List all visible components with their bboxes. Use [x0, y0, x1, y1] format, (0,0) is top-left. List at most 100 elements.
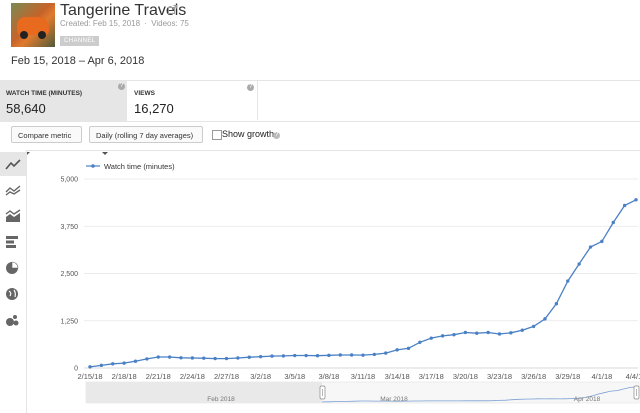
data-point[interactable] — [452, 333, 456, 337]
data-point[interactable] — [634, 198, 638, 202]
metric-tab-watch-time[interactable]: WATCH TIME (MINUTES) 58,640 — [0, 81, 127, 121]
pie-chart-icon — [6, 261, 19, 274]
help-icon[interactable]: ? — [247, 84, 254, 91]
data-point[interactable] — [88, 365, 92, 369]
x-tick-label: 3/14/18 — [385, 372, 410, 381]
data-point[interactable] — [588, 245, 593, 249]
data-point[interactable] — [315, 354, 320, 358]
legend-label: Watch time (minutes) — [104, 162, 175, 171]
globe-map-button[interactable] — [0, 282, 26, 306]
x-tick-label: 3/8/18 — [318, 372, 339, 381]
show-growth-label[interactable]: Show growth — [222, 129, 275, 139]
x-tick-label: 3/23/18 — [487, 372, 512, 381]
data-point[interactable] — [622, 203, 627, 208]
data-point[interactable] — [145, 357, 149, 361]
navigator-month-label: Apr 2018 — [574, 396, 601, 403]
x-tick-label: 3/20/18 — [453, 372, 478, 381]
x-tick-label: 3/11/18 — [351, 372, 375, 381]
compare-metric-dropdown[interactable]: Compare metric — [11, 126, 82, 155]
x-axis: 2/15/18 2/18/18 2/21/18 2/24/18 2/27/18 … — [77, 372, 640, 381]
channel-header: Tangerine Travels Created: Feb 15, 2018 … — [0, 0, 640, 80]
bar-chart-button[interactable] — [0, 230, 26, 254]
data-point[interactable] — [406, 346, 411, 351]
stacked-area-chart-button[interactable] — [0, 204, 26, 228]
granularity-label: Daily (rolling 7 day averages) — [96, 131, 194, 140]
navigator-unselected-range — [86, 382, 322, 403]
data-point[interactable] — [520, 328, 524, 332]
show-growth-checkbox[interactable] — [212, 130, 222, 140]
data-point[interactable] — [167, 355, 172, 359]
pie-chart-button[interactable] — [0, 256, 26, 280]
data-point[interactable] — [429, 336, 433, 340]
data-point[interactable] — [611, 220, 615, 225]
data-point[interactable] — [475, 331, 479, 335]
metric-label: WATCH TIME (MINUTES) — [6, 90, 83, 97]
navigator-left-handle[interactable] — [319, 385, 326, 400]
data-point[interactable] — [111, 362, 115, 366]
data-point[interactable] — [247, 355, 251, 359]
channel-title[interactable]: Tangerine Travels — [60, 2, 187, 19]
metric-value: 16,270 — [134, 101, 174, 116]
chevron-down-icon — [24, 151, 30, 155]
data-point[interactable] — [361, 353, 365, 357]
data-point[interactable] — [281, 354, 286, 358]
external-link-icon[interactable] — [168, 5, 177, 14]
multi-line-chart-icon — [5, 185, 21, 196]
data-point[interactable] — [384, 351, 388, 355]
x-tick-label: 3/17/18 — [419, 372, 444, 381]
data-point[interactable] — [577, 262, 581, 266]
line-chart-button[interactable] — [0, 152, 26, 176]
data-point[interactable] — [304, 353, 308, 358]
channel-thumbnail[interactable] — [11, 3, 55, 47]
granularity-dropdown[interactable]: Daily (rolling 7 day averages) — [89, 126, 203, 155]
data-point[interactable] — [509, 331, 513, 335]
bubble-chart-button[interactable] — [0, 308, 26, 332]
data-point[interactable] — [224, 356, 229, 361]
help-icon[interactable]: ? — [273, 132, 280, 139]
data-point[interactable] — [156, 355, 160, 359]
x-tick-label: 2/24/18 — [180, 372, 205, 381]
y-axis: 0 1,250 2,500 3,750 5,000 — [60, 177, 78, 373]
chart-controls: Compare metric Daily (rolling 7 day aver… — [0, 120, 640, 155]
navigator-right-handle[interactable] — [633, 385, 640, 400]
data-point[interactable] — [190, 356, 195, 360]
data-point[interactable] — [327, 353, 331, 358]
data-point[interactable] — [463, 330, 468, 335]
data-point[interactable] — [236, 356, 240, 360]
data-point[interactable] — [531, 324, 536, 329]
legend-marker — [91, 164, 95, 168]
data-point[interactable] — [258, 354, 263, 359]
x-tick-label: 3/5/18 — [284, 372, 305, 381]
data-point[interactable] — [213, 356, 217, 361]
chart-legend[interactable]: Watch time (minutes) — [86, 162, 175, 171]
data-point[interactable] — [497, 332, 502, 336]
data-point[interactable] — [543, 317, 547, 321]
data-point[interactable] — [395, 348, 399, 352]
data-point[interactable] — [486, 330, 490, 335]
data-point[interactable] — [600, 239, 604, 244]
data-point[interactable] — [372, 352, 377, 357]
x-tick-label: 2/15/18 — [77, 372, 102, 381]
data-point[interactable] — [440, 334, 445, 338]
data-point[interactable] — [179, 356, 183, 360]
watch-time-chart: 0 1,250 2,500 3,750 5,000 2/15/18 2/18/1… — [60, 162, 640, 404]
data-point[interactable] — [99, 363, 104, 368]
data-point[interactable] — [418, 340, 422, 344]
data-point[interactable] — [133, 359, 138, 363]
metric-tab-views[interactable]: VIEWS 16,270 ? — [128, 81, 257, 121]
data-point[interactable] — [349, 353, 354, 357]
x-tick-label: 4/1/18 — [591, 372, 612, 381]
multi-line-chart-button[interactable] — [0, 178, 26, 202]
navigator[interactable]: Feb 2018 Mar 2018 Apr 2018 — [85, 381, 640, 404]
data-point[interactable] — [270, 354, 274, 358]
chevron-down-icon — [102, 151, 108, 155]
data-point[interactable] — [566, 279, 570, 283]
data-point[interactable] — [338, 353, 342, 357]
data-point[interactable] — [554, 302, 559, 306]
data-point[interactable] — [293, 353, 297, 358]
bar-chart-icon — [6, 236, 18, 248]
data-point[interactable] — [122, 361, 126, 365]
data-point[interactable] — [202, 356, 206, 360]
x-tick-label: 4/4/18 — [626, 372, 640, 381]
help-icon[interactable]: ? — [118, 83, 125, 90]
